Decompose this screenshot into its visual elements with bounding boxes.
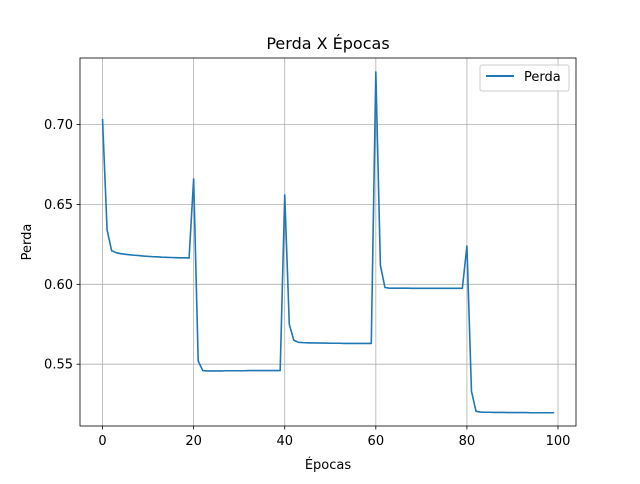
x-tick-label: 60 [368,434,385,449]
y-axis-label: Perda [20,224,35,261]
y-tick-label: 0.55 [44,358,73,373]
legend: Perda [479,64,570,92]
x-tick-label: 0 [98,434,106,449]
x-tick-label: 40 [276,434,293,449]
legend-box [479,64,570,92]
x-tick-label: 80 [459,434,476,449]
y-tick-label: 0.65 [44,198,73,213]
x-tick-label: 20 [185,434,202,449]
axes-frame [79,57,577,427]
x-axis-label: Épocas [305,457,352,473]
series-layer [101,71,555,414]
y-axis-ticks: 0.55 0.60 0.65 0.70 [44,118,80,373]
series-line-perda [101,71,555,414]
x-tick-label: 100 [546,434,571,449]
legend-label: Perda [524,70,561,85]
grid-lines [80,58,576,426]
x-axis-ticks: 0 20 40 60 80 100 [98,426,570,449]
y-tick-label: 0.70 [44,118,73,133]
chart-title: Perda X Épocas [266,34,389,53]
y-tick-label: 0.60 [44,278,73,293]
